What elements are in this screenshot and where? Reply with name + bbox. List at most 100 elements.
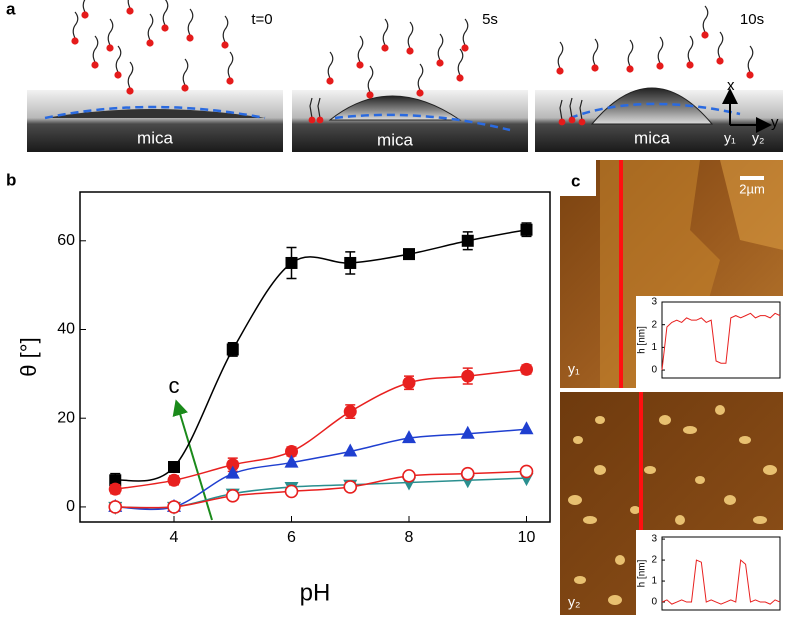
flake [630,506,640,514]
marker [402,469,416,483]
marker [460,425,475,439]
y-axis-label: h [nm] [637,559,648,587]
panel-label: b [6,170,16,189]
tail [162,0,169,26]
head [716,57,724,65]
time-label: t=0 [251,11,272,28]
droplet [590,87,714,125]
series-line [115,228,527,482]
label-box [560,160,596,196]
tail [187,8,194,36]
head [186,34,194,42]
marker [519,464,534,479]
tail [462,18,469,46]
panel-label: a [6,0,16,18]
head [746,71,754,79]
y-tick-label: 2 [651,555,657,566]
tail [309,97,313,119]
head [686,61,694,69]
head [556,67,564,75]
contour [334,113,511,132]
tail [357,35,364,63]
y-tick-label: 0 [651,365,657,376]
head [558,118,566,126]
substrate-label: mica [377,130,413,149]
flake [615,555,625,565]
series-line [661,312,781,371]
head [591,64,599,72]
axis-name: y [771,114,779,131]
marker [343,405,357,419]
marker [460,466,475,481]
y-tick-label: 20 [57,409,75,426]
head [626,65,634,73]
tail [702,5,709,33]
axis-name: x [727,77,735,94]
y-tick-label: 0 [66,498,75,515]
y-tick-label: 40 [57,321,75,338]
marker [461,369,475,383]
marker [225,489,240,503]
marker [343,443,358,457]
position-label: y₁ [724,130,736,146]
y-tick-label: 3 [651,297,657,308]
flake [753,516,767,524]
y-tick-label: 2 [651,319,657,330]
flake [568,495,582,505]
head [578,118,586,126]
flake [583,516,597,524]
y-tick-label: 1 [651,342,657,353]
tail [92,35,99,63]
head [656,62,664,70]
head [114,71,122,79]
position-label: y₂ [752,130,764,146]
contour [44,105,266,120]
head [461,44,469,52]
head [568,116,576,124]
tail [147,13,154,41]
y-tick-label: 3 [651,534,657,545]
flake [715,405,725,415]
tail [127,61,134,89]
series-line [661,559,781,605]
marker [226,458,240,472]
flake [659,415,671,425]
flake [595,416,605,424]
marker [403,248,415,261]
tail [82,0,86,13]
tail [407,21,414,49]
y-axis-label: h [nm] [637,326,648,354]
x-tick-label: 8 [405,529,414,546]
droplet [45,109,265,118]
y-tick-label: 0 [651,597,657,608]
tail [457,48,464,76]
marker [402,430,416,444]
head [91,61,99,69]
tail [367,65,374,93]
flake [574,576,586,584]
x-tick-label: 6 [287,529,296,546]
flake [724,495,736,505]
tail [657,36,664,64]
flake [675,515,685,525]
panel-label: c [571,171,580,190]
head [221,41,229,49]
tail [327,51,334,79]
contour [569,102,741,120]
tail [579,99,583,121]
tail [717,31,724,59]
tail [107,18,114,46]
tail [127,0,131,9]
time-label: 10s [740,11,764,28]
head [126,7,134,15]
marker [168,461,180,473]
photo [27,90,283,152]
scale-label: 2µm [739,181,765,196]
marker [108,482,122,496]
flake [683,426,697,434]
tail [72,11,79,39]
tail [747,45,754,73]
tail [115,45,122,73]
plot-frame [661,301,781,379]
